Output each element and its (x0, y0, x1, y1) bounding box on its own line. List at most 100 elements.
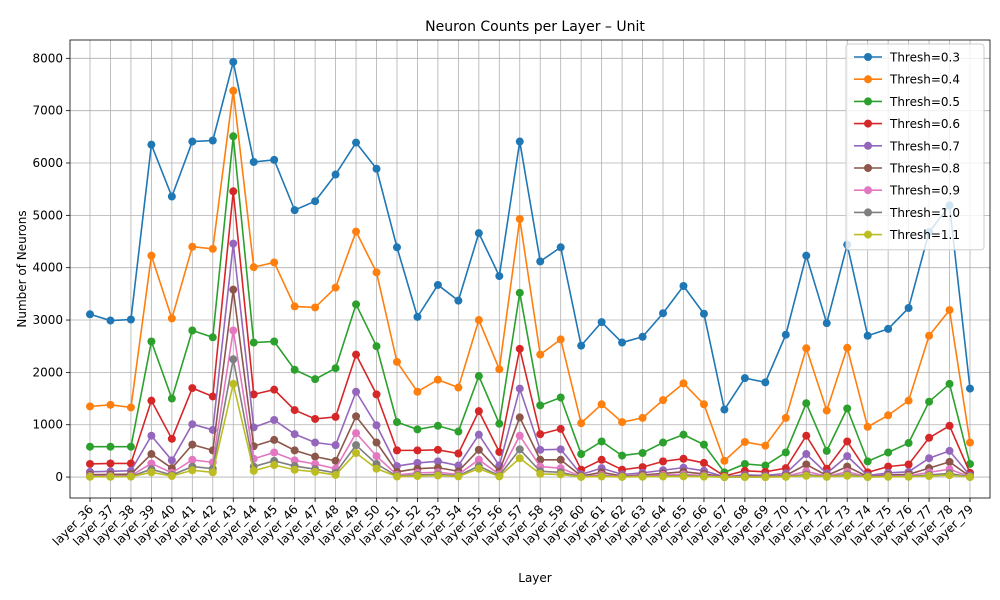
y-tick-label: 0 (55, 470, 63, 484)
data-point (556, 335, 565, 344)
data-point (126, 459, 135, 468)
data-point (311, 452, 320, 461)
data-point (556, 455, 565, 464)
data-point (352, 350, 361, 359)
data-point (474, 445, 483, 454)
data-point (495, 472, 504, 481)
data-point (106, 316, 115, 325)
data-point (208, 468, 217, 477)
data-point (311, 197, 320, 206)
data-point (945, 306, 954, 315)
data-point (126, 442, 135, 451)
data-point (331, 412, 340, 421)
data-point (433, 457, 442, 466)
data-point (290, 406, 299, 415)
data-point (577, 419, 586, 428)
y-axis-label: Number of Neurons (15, 210, 29, 327)
data-point (966, 459, 974, 468)
data-point (761, 378, 770, 387)
legend: Thresh=0.3 Thresh=0.4 Thresh=0.5 Thresh=0.6… (845, 43, 985, 251)
data-point (147, 140, 156, 149)
data-point (167, 192, 176, 201)
data-point (536, 430, 545, 439)
data-point (597, 400, 606, 409)
data-point (863, 457, 872, 466)
data-point (392, 357, 401, 366)
data-point (515, 137, 524, 146)
data-point (372, 452, 381, 461)
data-point (229, 86, 238, 95)
data-point (188, 466, 197, 475)
data-point (372, 421, 381, 430)
data-point (454, 383, 463, 392)
data-point (925, 472, 934, 481)
data-point (597, 437, 606, 446)
data-point (270, 435, 279, 444)
data-point (229, 132, 238, 141)
data-point (413, 446, 422, 455)
data-point (188, 384, 197, 393)
data-point (433, 445, 442, 454)
data-point (126, 472, 135, 481)
data-point (433, 280, 442, 289)
data-point (229, 285, 238, 294)
data-point (147, 450, 156, 459)
data-point (229, 326, 238, 335)
data-point (474, 464, 483, 473)
data-point (925, 433, 934, 442)
data-point (945, 379, 954, 388)
legend-label: Thresh=0.6 (889, 117, 960, 131)
data-point (433, 471, 442, 480)
data-point (249, 263, 258, 272)
legend-marker (864, 75, 872, 84)
data-point (597, 455, 606, 464)
data-point (740, 374, 749, 383)
y-tick-label: 4000 (32, 261, 63, 275)
data-point (270, 461, 279, 470)
y-axis-ticks: 0 1000 2000 3000 4000 5000 6000 7000 8000 (32, 51, 70, 484)
data-point (188, 242, 197, 251)
data-point (495, 365, 504, 374)
data-point (904, 303, 913, 312)
series-2 (86, 86, 974, 465)
data-point (474, 316, 483, 325)
data-point (638, 413, 647, 422)
legend-item: Thresh=0.3 (854, 51, 960, 65)
data-point (290, 465, 299, 474)
data-point (536, 257, 545, 266)
data-point (720, 405, 729, 414)
data-point (904, 396, 913, 405)
data-point (618, 418, 627, 427)
legend-label: Thresh=0.9 (889, 184, 960, 198)
data-point (904, 460, 913, 469)
data-point (699, 472, 708, 481)
data-point (249, 390, 258, 399)
data-point (515, 413, 524, 422)
data-point (86, 442, 94, 451)
data-point (843, 452, 852, 461)
data-point (474, 430, 483, 439)
data-point (167, 394, 176, 403)
data-point (556, 470, 565, 479)
data-point (372, 268, 381, 277)
legend-label: Thresh=1.1 (889, 228, 960, 242)
data-point (270, 337, 279, 346)
y-tick-label: 7000 (32, 104, 63, 118)
data-point (577, 450, 586, 459)
data-point (208, 244, 217, 253)
data-point (884, 472, 893, 481)
data-point (229, 239, 238, 248)
data-point (802, 450, 811, 459)
data-point (147, 396, 156, 405)
data-point (802, 460, 811, 469)
data-point (147, 337, 156, 346)
legend-item: Thresh=1.1 (854, 228, 960, 242)
data-point (679, 454, 688, 463)
y-tick-label: 3000 (32, 313, 63, 327)
data-point (761, 473, 770, 482)
legend-marker (864, 53, 872, 61)
legend-item: Thresh=1.0 (854, 206, 960, 220)
data-point (372, 342, 381, 351)
data-point (454, 296, 463, 305)
data-point (413, 458, 422, 467)
